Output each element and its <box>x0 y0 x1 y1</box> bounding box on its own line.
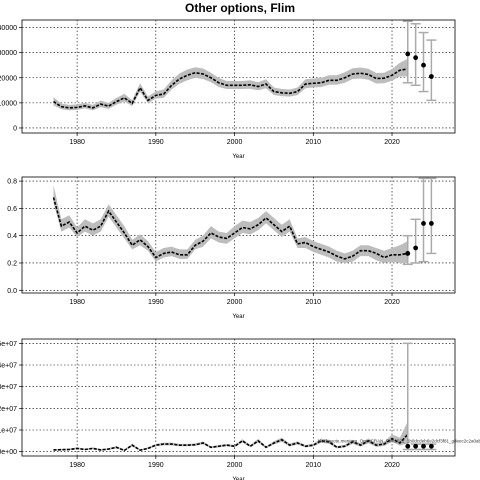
panel-2: 1980 1990 2000 2010 2020 0.0 0.2 0.4 0.6 0.8 Year <box>7 176 456 320</box>
x-tick-label: 1990 <box>148 299 164 306</box>
x-tick-label: 2000 <box>227 139 243 146</box>
series-line <box>53 433 409 452</box>
projection-point <box>405 51 411 57</box>
y-tick-label: 0.8 <box>7 179 17 186</box>
projection-point <box>421 221 426 226</box>
y-tick-label: 0 <box>13 125 17 132</box>
y-tick-label: 0.6 <box>7 206 17 213</box>
panel-3: 1980 1990 2000 2010 2020 0e+00 1e+07 2e+07 3e+07… <box>0 338 480 480</box>
plot-frame <box>21 338 456 457</box>
x-tick-label: 2010 <box>306 139 322 146</box>
y-tick-label: 40000 <box>0 25 17 32</box>
projection-point <box>421 62 426 68</box>
plot-frame <box>21 19 456 134</box>
y-tick-label: 0.2 <box>7 260 17 267</box>
y-tick-label: 1e+07 <box>0 428 17 435</box>
y-tick-label: 4e+07 <box>0 363 17 370</box>
x-axis-label: Year <box>232 314 244 320</box>
y-tick-label: 3e+07 <box>0 384 17 391</box>
confidence-band <box>53 185 408 263</box>
x-tick-label: 2000 <box>227 299 243 306</box>
confidence-band <box>53 421 408 451</box>
projection-point <box>421 443 426 449</box>
projection-point <box>405 251 411 256</box>
projection-point <box>413 245 419 251</box>
x-tick-label: 1980 <box>69 462 85 469</box>
projection-point <box>428 74 434 79</box>
x-axis-label: Year <box>232 154 244 160</box>
x-tick-label: 2020 <box>384 139 400 146</box>
projection-point <box>405 443 411 449</box>
x-tick-label: 1990 <box>148 139 164 146</box>
projection-point <box>428 443 434 449</box>
x-tick-label: 1980 <box>69 139 85 146</box>
y-tick-label: 0e+00 <box>0 449 17 456</box>
x-tick-label: 2000 <box>227 462 243 469</box>
y-tick-label: 10000 <box>0 100 17 107</box>
y-tick-label: 30000 <box>0 50 17 57</box>
x-tick-label: 2010 <box>306 299 322 306</box>
x-tick-label: 2010 <box>306 462 322 469</box>
annotation-text: blockquote.mentorg_OpenCRAN_Flim2022_1b0… <box>318 439 480 444</box>
y-tick-label: 5e+07 <box>0 341 17 348</box>
series-line <box>52 197 408 260</box>
series-line <box>53 68 408 109</box>
projection-point <box>428 221 434 226</box>
y-tick-label: 2e+07 <box>0 406 17 413</box>
projection-point <box>413 443 419 449</box>
plot-frame <box>21 176 456 294</box>
y-tick-label: 0.4 <box>7 233 17 240</box>
x-tick-label: 1990 <box>148 462 164 469</box>
x-tick-label: 1980 <box>69 299 85 306</box>
x-tick-label: 2020 <box>384 299 400 306</box>
y-tick-label: 0.0 <box>7 288 17 295</box>
figure-title: Other options, Flim <box>185 1 295 15</box>
x-tick-label: 2020 <box>384 462 400 469</box>
projection-point <box>413 55 419 61</box>
x-axis-label: Year <box>232 477 244 480</box>
